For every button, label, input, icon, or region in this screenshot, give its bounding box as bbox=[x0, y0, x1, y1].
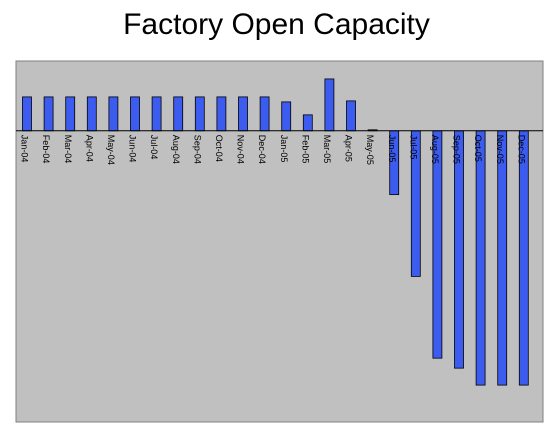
bar-apr-04 bbox=[86, 96, 97, 132]
bar-feb-04 bbox=[43, 96, 54, 132]
bar-jan-05 bbox=[281, 101, 292, 132]
tick-label-dec-05: Dec-05 bbox=[516, 135, 526, 164]
bar-mar-05 bbox=[324, 78, 335, 132]
tick-label-may-05: May-05 bbox=[365, 135, 375, 165]
bar-oct-05 bbox=[475, 130, 486, 386]
chart-title: Factory Open Capacity bbox=[123, 8, 430, 41]
tick-label-dec-04: Dec-04 bbox=[257, 135, 267, 164]
bar-nov-04 bbox=[238, 96, 248, 132]
bar-apr-05 bbox=[346, 100, 356, 132]
tick-label-nov-04: Nov-04 bbox=[236, 135, 246, 164]
bar-oct-04 bbox=[216, 96, 227, 132]
tick-labels-group: Jan-04 Feb-04 Mar-04 Apr-04 May-04 Jun-04 Jul-… bbox=[20, 135, 527, 165]
tick-label-oct-05: Oct-05 bbox=[473, 135, 483, 162]
tick-label-apr-05: Apr-05 bbox=[344, 135, 354, 162]
tick-label-jun-05: Jun-05 bbox=[387, 135, 397, 163]
bar-sep-04 bbox=[194, 96, 205, 132]
bar-jul-04 bbox=[151, 96, 162, 132]
tick-label-may-04: May-04 bbox=[106, 135, 116, 165]
bar-aug-05 bbox=[432, 130, 443, 359]
bars-group bbox=[22, 78, 529, 386]
tick-label-aug-04: Aug-04 bbox=[171, 135, 181, 164]
tick-label-oct-04: Oct-04 bbox=[214, 135, 224, 162]
bar-jun-04 bbox=[130, 96, 140, 132]
bar-nov-05 bbox=[497, 130, 508, 386]
tick-label-apr-04: Apr-04 bbox=[84, 135, 94, 162]
tick-label-jan-05: Jan-05 bbox=[279, 135, 289, 163]
tick-label-aug-05: Aug-05 bbox=[430, 135, 440, 164]
bar-dec-05 bbox=[518, 130, 529, 386]
tick-label-jul-04: Jul-04 bbox=[149, 135, 159, 160]
tick-label-feb-04: Feb-04 bbox=[41, 135, 51, 164]
tick-label-feb-05: Feb-05 bbox=[300, 135, 310, 164]
tick-label-mar-04: Mar-04 bbox=[63, 135, 73, 164]
tick-label-jun-04: Jun-04 bbox=[128, 135, 138, 163]
bar-may-04 bbox=[108, 96, 119, 132]
bar-dec-04 bbox=[259, 96, 270, 132]
tick-label-mar-05: Mar-05 bbox=[322, 135, 332, 164]
bar-aug-04 bbox=[173, 96, 184, 132]
bar-jan-04 bbox=[22, 96, 32, 132]
tick-label-sep-05: Sep-05 bbox=[452, 135, 462, 164]
tick-label-jan-04: Jan-04 bbox=[20, 135, 30, 163]
bar-feb-05 bbox=[302, 114, 313, 132]
tick-label-nov-05: Nov-05 bbox=[495, 135, 505, 164]
bar-mar-04 bbox=[65, 96, 76, 132]
tick-label-jul-05: Jul-05 bbox=[408, 135, 418, 160]
tick-label-sep-04: Sep-04 bbox=[192, 135, 202, 164]
bar-sep-05 bbox=[454, 130, 464, 369]
